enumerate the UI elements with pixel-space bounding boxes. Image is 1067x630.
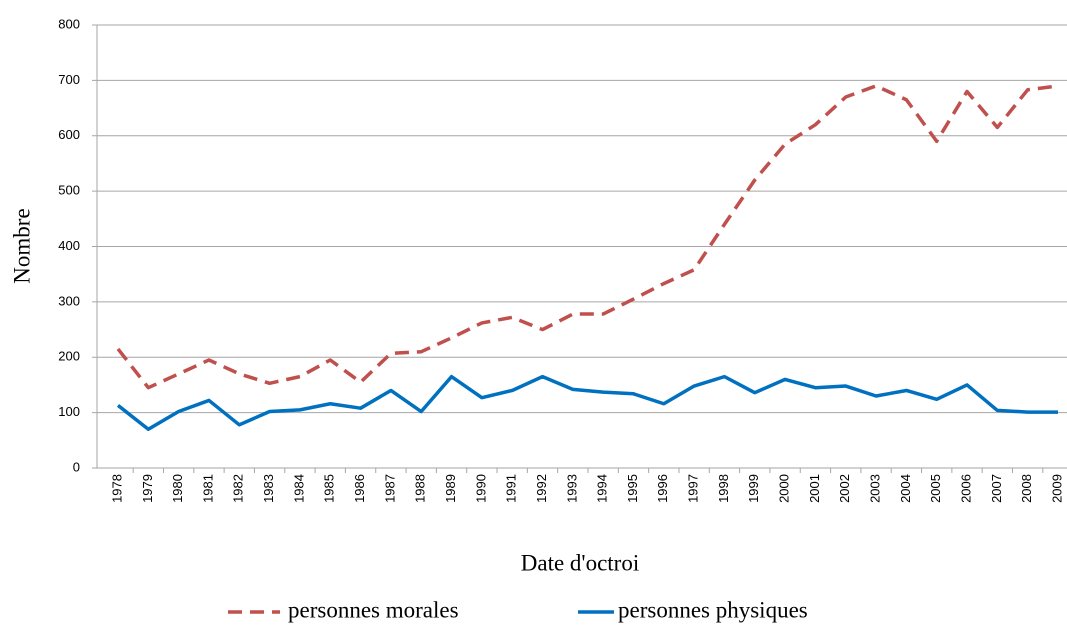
legend-label: personnes morales (288, 597, 459, 622)
x-tick-label: 1984 (291, 474, 306, 503)
series-line (116, 374, 1058, 431)
x-tick-label: 1987 (382, 474, 397, 503)
x-tick-label: 1999 (746, 474, 761, 503)
y-tick-label: 200 (58, 349, 80, 364)
x-tick-label: 2005 (928, 474, 943, 503)
x-axis-label: Date d'octroi (521, 550, 639, 575)
y-tick-label: 700 (58, 72, 80, 87)
y-tick-label: 400 (58, 238, 80, 253)
x-tick-label: 1985 (322, 474, 337, 503)
y-tick-label: 800 (58, 16, 80, 31)
x-tick-label: 1980 (170, 474, 185, 503)
x-tick-label: 1994 (595, 474, 610, 503)
series-line (116, 84, 1059, 390)
x-tick-label: 1989 (443, 474, 458, 503)
x-tick-label: 1998 (716, 474, 731, 503)
x-tick-label: 1979 (140, 474, 155, 503)
y-tick-label: 300 (58, 293, 80, 308)
x-tick-label: 2009 (1049, 474, 1064, 503)
y-tick-label: 0 (73, 459, 80, 474)
x-tick-label: 2000 (777, 474, 792, 503)
legend-label: personnes physiques (618, 597, 808, 622)
x-tick-label: 1988 (413, 474, 428, 503)
x-tick-label: 2003 (868, 474, 883, 503)
x-tick-label: 1993 (564, 474, 579, 503)
y-axis-label: Nombre (9, 208, 34, 283)
x-tick-label: 2004 (898, 474, 913, 503)
x-tick-label: 2002 (837, 474, 852, 503)
x-tick-label: 1983 (261, 474, 276, 503)
x-tick-label: 2008 (1019, 474, 1034, 503)
x-tick-label: 1990 (473, 474, 488, 503)
x-tick-label: 2001 (807, 474, 822, 503)
y-tick-label: 600 (58, 127, 80, 142)
x-tick-label: 1995 (625, 474, 640, 503)
x-tick-label: 2007 (989, 474, 1004, 503)
y-tick-label: 100 (58, 404, 80, 419)
y-tick-label: 500 (58, 183, 80, 198)
x-tick-label: 1982 (231, 474, 246, 503)
x-tick-label: 1986 (352, 474, 367, 503)
x-tick-label: 1991 (504, 474, 519, 503)
x-tick-label: 1981 (200, 474, 215, 503)
x-tick-label: 2006 (958, 474, 973, 503)
x-tick-label: 1997 (686, 474, 701, 503)
x-tick-label: 1978 (109, 474, 124, 503)
x-tick-label: 1996 (655, 474, 670, 503)
x-tick-label: 1992 (534, 474, 549, 503)
